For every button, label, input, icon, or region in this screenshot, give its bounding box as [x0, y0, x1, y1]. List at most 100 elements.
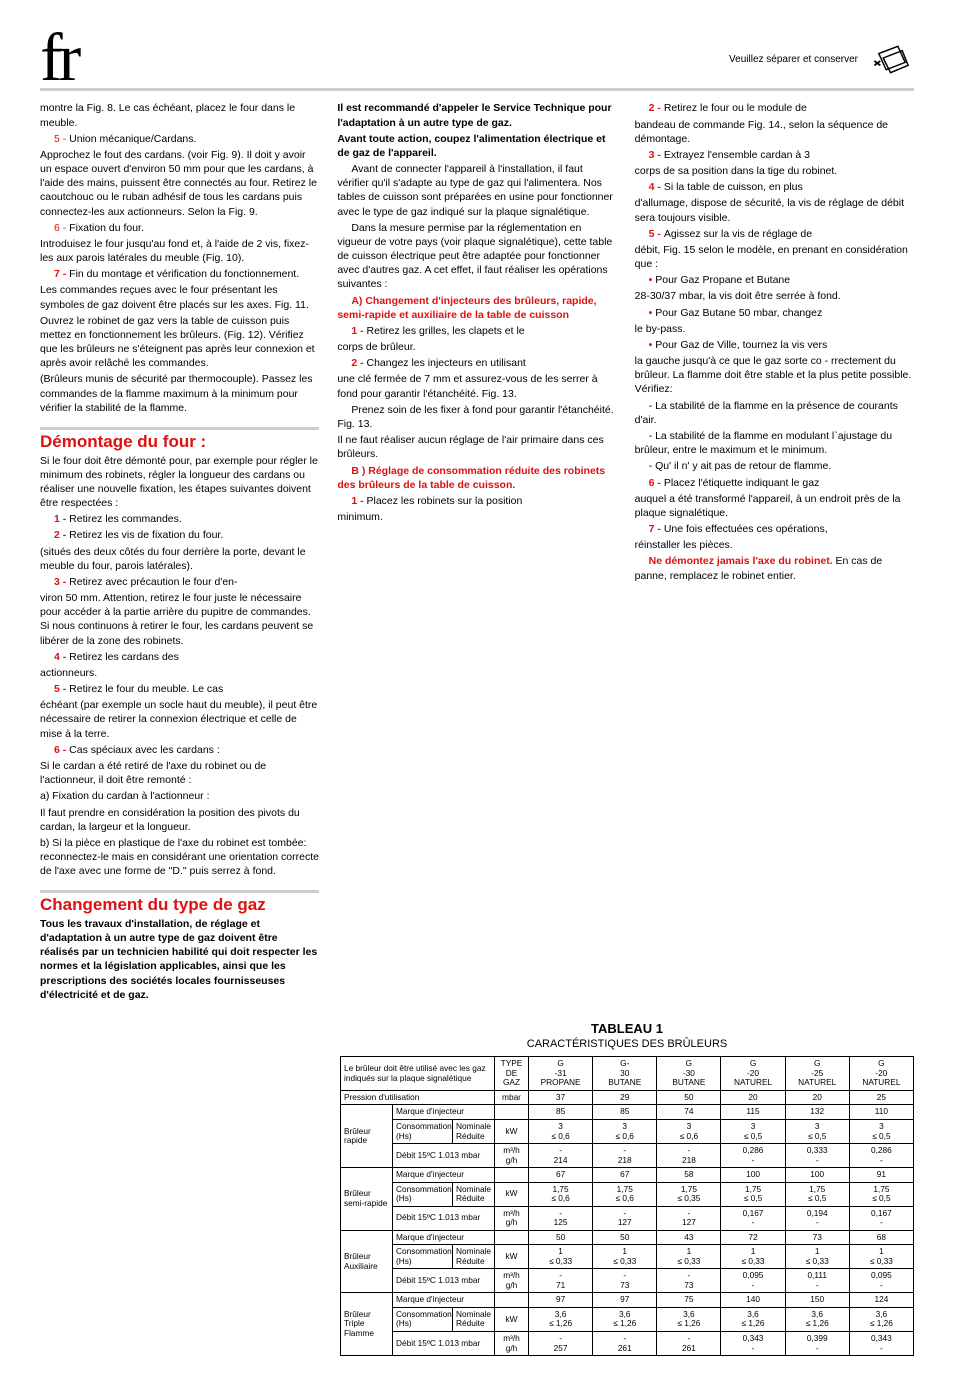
header-note: Veuillez séparer et conserver [729, 53, 858, 67]
step-num: 6 - [54, 222, 69, 234]
step-text: Si la table de cuisson, en plus [664, 181, 803, 193]
step-c3: 3 - Extrayez l'ensemble cardan à 3 [635, 148, 914, 162]
bullet-2: • Pour Gaz Butane 50 mbar, changez [635, 306, 914, 320]
recommendation: Il est recommandé d'appeler le Service T… [337, 101, 616, 129]
text: débit, Fig. 15 selon le modèle, en prena… [635, 243, 914, 271]
step-6: 6 - Fixation du four. [40, 221, 319, 235]
text: Si le cardan a été retiré de l'axe du ro… [40, 759, 319, 787]
bullet-text: Pour Gaz Propane et Butane [655, 274, 790, 286]
step-4: 4 - Retirez les cardans des [40, 650, 319, 664]
warning: Ne démontez jamais l'axe du robinet. En … [635, 554, 914, 582]
page-header: fr Veuillez séparer et conserver [40, 30, 914, 91]
text: Ouvrez le robinet de gaz vers la table d… [40, 314, 319, 371]
step-num: 2 - [649, 102, 664, 114]
step-c2: 2 - Retirez le four ou le module de [635, 101, 914, 115]
step-2: 2 - Retirez les vis de fixation du four. [40, 528, 319, 542]
step-text: Fin du montage et vérification du foncti… [69, 268, 299, 280]
step-num: 4 - [649, 181, 664, 193]
bullet-3: • Pour Gaz de Ville, tournez la vis vers [635, 338, 914, 352]
step-num: 5 - [54, 683, 69, 695]
text: auquel a été transformé l'appareil, à un… [635, 492, 914, 520]
language-code: fr [40, 30, 77, 84]
burner-table: Le brûleur doit être utilisé avec les ga… [340, 1056, 914, 1356]
step-c4: 4 - Si la table de cuisson, en plus [635, 180, 914, 194]
step-c7: 7 - Une fois effectuées ces opérations, [635, 522, 914, 536]
text: Dans la mesure permise par la réglementa… [337, 221, 616, 292]
text: Prenez soin de les fixer à fond pour gar… [337, 403, 616, 431]
separate-icon [870, 36, 914, 85]
text: Approchez le fout des cardans. (voir Fig… [40, 148, 319, 219]
step-5: 5 - Union mécanique/Cardans. [40, 132, 319, 146]
bullet-text: Pour Gaz Butane 50 mbar, changez [655, 307, 822, 319]
step-c6: 6 - Placez l'étiquette indiquant le gaz [635, 476, 914, 490]
text: a) Fixation du cardan à l'actionneur : [40, 789, 319, 803]
text: minimum. [337, 510, 616, 524]
table-title: TABLEAU 1 [340, 1020, 914, 1038]
text: Il ne faut réaliser aucun réglage de l'a… [337, 433, 616, 461]
step-6b: 6 - Cas spéciaux avec les cardans : [40, 743, 319, 757]
table-subtitle: CARACTÉRISTIQUES DES BRÛLEURS [340, 1037, 914, 1052]
step-num: 6 - [649, 477, 664, 489]
bullet-1: • Pour Gaz Propane et Butane [635, 273, 914, 287]
step-num: 1 - [351, 495, 366, 507]
step-num: 4 - [54, 651, 69, 663]
step-a2: 2 - Changez les injecteurs en utilisant [337, 356, 616, 370]
step-text: Une fois effectuées ces opérations, [664, 523, 828, 535]
step-text: Fixation du four. [69, 222, 144, 234]
text: Si le four doit être démonté pour, par e… [40, 454, 319, 511]
step-5b: 5 - Retirez le four du meuble. Le cas [40, 682, 319, 696]
header-right: Veuillez séparer et conserver [729, 36, 914, 85]
heading-demontage: Démontage du four : [40, 427, 319, 452]
step-a1: 1 - Retirez les grilles, les clapets et … [337, 324, 616, 338]
step-text: Cas spéciaux avec les cardans : [69, 744, 220, 756]
text: corps de sa position dans la tige du rob… [635, 164, 914, 178]
check-1: - La stabilité de la flamme en la présen… [635, 399, 914, 427]
step-1: 1 - Retirez les commandes. [40, 512, 319, 526]
step-num: 7 - [649, 523, 664, 535]
text: bandeau de commande Fig. 14., selon la s… [635, 118, 914, 146]
text: (situés des deux côtés du four derrière … [40, 545, 319, 573]
step-num: 1 - [54, 513, 69, 525]
step-num: 5 - [649, 228, 664, 240]
text: Les commandes reçues avec le four présen… [40, 283, 319, 311]
step-7: 7 - Fin du montage et vérification du fo… [40, 267, 319, 281]
step-text: Retirez le four ou le module de [664, 102, 807, 114]
subheading-a: A) Changement d'injecteurs des brûleurs,… [337, 294, 616, 322]
step-text: Retirez les grilles, les clapets et le [367, 325, 525, 337]
heading-changement: Changement du type de gaz [40, 890, 319, 915]
text: réinstaller les pièces. [635, 538, 914, 552]
step-text: Retirez les cardans des [69, 651, 179, 663]
text: Il faut prendre en considération la posi… [40, 806, 319, 834]
step-text: Placez l'étiquette indiquant le gaz [664, 477, 820, 489]
text: le by-pass. [635, 322, 914, 336]
step-text: Retirez les vis de fixation du four. [69, 529, 223, 541]
text: corps de brûleur. [337, 340, 616, 354]
step-text: Retirez avec précaution le four d'en- [69, 576, 237, 588]
step-num: 3 - [54, 576, 69, 588]
warning-text: Ne démontez jamais l'axe du robinet. [649, 555, 833, 567]
step-text: Changez les injecteurs en utilisant [367, 357, 526, 369]
step-text: Extrayez l'ensemble cardan à 3 [664, 149, 810, 161]
step-text: Union mécanique/Cardans. [69, 133, 196, 145]
step-num: 1 - [351, 325, 366, 337]
text: Avant de connecter l'appareil à l'instal… [337, 162, 616, 219]
table-region: TABLEAU 1 CARACTÉRISTIQUES DES BRÛLEURS … [340, 1020, 914, 1356]
step-num: 2 - [351, 357, 366, 369]
text: Tous les travaux d'installation, de régl… [40, 917, 319, 1002]
step-num: 6 - [54, 744, 69, 756]
step-num: 7 - [54, 268, 69, 280]
text: échéant (par exemple un socle haut du me… [40, 698, 319, 741]
step-3: 3 - Retirez avec précaution le four d'en… [40, 575, 319, 589]
step-text: Agissez sur la vis de réglage de [664, 228, 812, 240]
text: 28-30/37 mbar, la vis doit être serrée à… [635, 289, 914, 303]
text: une clé fermée de 7 mm et assurez-vous d… [337, 372, 616, 400]
check-3: - Qu' il n' y ait pas de retour de flamm… [635, 459, 914, 473]
text: actionneurs. [40, 666, 319, 680]
subheading-b: B ) Réglage de consommation réduite des … [337, 464, 616, 492]
text: montre la Fig. 8. Le cas échéant, placez… [40, 101, 319, 129]
text: b) Si la pièce en plastique de l'axe du … [40, 836, 319, 879]
step-text: Placez les robinets sur la position [367, 495, 523, 507]
text: viron 50 mm. Attention, retirez le four … [40, 591, 319, 648]
step-num: 5 - [54, 133, 69, 145]
step-c5: 5 - Agissez sur la vis de réglage de [635, 227, 914, 241]
